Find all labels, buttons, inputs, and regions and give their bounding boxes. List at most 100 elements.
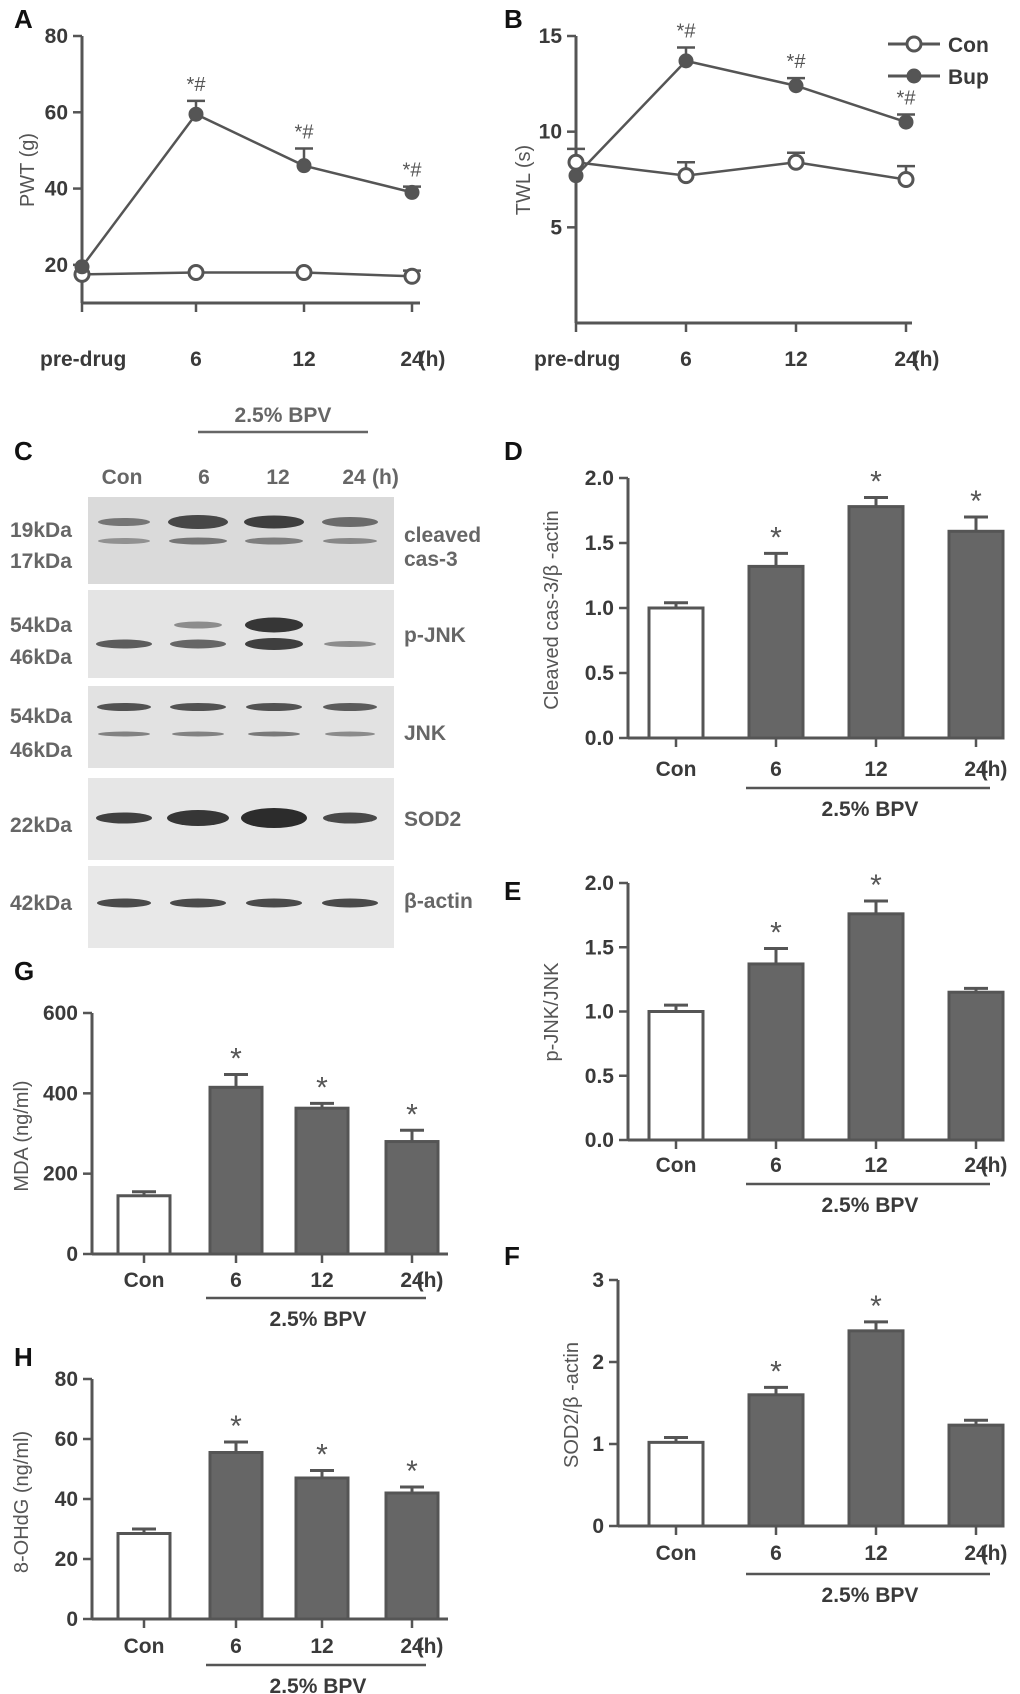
y-tick-label: 40 (55, 1488, 78, 1511)
bar (747, 1393, 805, 1528)
blot-mw-label: 22kDa (10, 814, 72, 837)
x-tick-label: 24 (894, 348, 918, 371)
data-point (677, 167, 695, 185)
data-point (898, 114, 914, 130)
significance-mark: *# (187, 74, 207, 96)
x-tick-label: 6 (770, 1542, 782, 1565)
western-blot: 2.5% BPV Con 6 12 24 (h) 19kDa 17kDa cle… (10, 404, 481, 948)
data-point (568, 168, 584, 184)
blot-band (174, 621, 222, 629)
y-axis-label: p-JNK/JNK (541, 962, 563, 1062)
significance-mark: *# (295, 122, 315, 144)
y-tick-label: 40 (45, 178, 68, 201)
bar (747, 564, 805, 740)
x-tick-label: 6 (680, 348, 692, 371)
chart-cleaved-cas3: 0.0 0.5 1.0 1.5 2.0 Cleaved cas-3/β -actin Con… (541, 466, 1007, 822)
chart-pjnk-jnk: 0.0 0.5 1.0 1.5 2.0 p-JNK/JNK Con 6 * 12 * 24(h) 2.5… (541, 869, 1007, 1217)
blot-band (167, 810, 229, 826)
significance-mark: *# (403, 160, 423, 182)
y-tick-label: 5 (550, 216, 562, 239)
bar (847, 1329, 905, 1528)
y-axis-label: MDA (ng/ml) (11, 1080, 33, 1191)
blot-band (244, 515, 304, 529)
significance-mark: *# (677, 20, 697, 42)
bar (384, 1140, 440, 1256)
blot-band (323, 703, 377, 711)
significance-mark: * (316, 1071, 328, 1104)
x-tick-label: 24 (400, 348, 424, 371)
blot-protein-label: SOD2 (404, 808, 461, 831)
x-tick-label: pre-drug (40, 348, 126, 371)
blot-band (246, 898, 302, 908)
x-tick-label: 6 (770, 758, 782, 781)
x-tick-label: 12 (784, 348, 807, 371)
blot-band (241, 808, 307, 828)
x-tick-label: 24 (400, 1635, 424, 1658)
blot-strip (88, 497, 394, 584)
bar (384, 1491, 440, 1621)
x-tick-label: 6 (770, 1154, 782, 1177)
bar (294, 1106, 350, 1256)
legend: Con Bup (888, 34, 989, 89)
chart-pwt: 20 40 60 80 PWT (g) pre-drug 6 12 24(h) *# *# *# (17, 25, 445, 371)
blot-strip (88, 686, 394, 768)
y-tick-label: 2.0 (585, 467, 614, 490)
data-point (787, 153, 805, 171)
blot-band (246, 703, 302, 711)
x-tick-label: 6 (230, 1269, 242, 1292)
x-unit-label: (h) (981, 1542, 1008, 1565)
blot-protein-label: cas-3 (404, 548, 458, 571)
y-tick-label: 0 (66, 1243, 78, 1266)
y-tick-label: 3 (592, 1269, 604, 1292)
x-tick-label: 12 (864, 1542, 887, 1565)
y-tick-label: 20 (55, 1548, 78, 1571)
legend-bup-label: Bup (948, 66, 989, 89)
y-tick-label: 20 (45, 254, 68, 277)
blot-band (170, 703, 226, 711)
group-label: 2.5% BPV (822, 1194, 919, 1217)
x-tick-label: 12 (864, 1154, 887, 1177)
blot-band (96, 812, 152, 824)
y-axis-label: SOD2/β -actin (561, 1342, 583, 1468)
y-tick-label: 200 (43, 1163, 78, 1186)
x-tick-label: 12 (864, 758, 887, 781)
data-point (788, 78, 804, 94)
blot-band (172, 731, 224, 737)
panel-label-c: C (14, 436, 33, 466)
x-tick-label: Con (124, 1635, 165, 1658)
blot-mw-label: 46kDa (10, 739, 72, 762)
group-label: 2.5% BPV (270, 1675, 367, 1694)
y-axis-label: TWL (s) (513, 145, 535, 215)
blot-protein-label: JNK (404, 722, 446, 745)
blot-band (169, 537, 227, 545)
significance-mark: * (870, 466, 882, 499)
blot-band (168, 515, 228, 529)
x-tick-label: pre-drug (534, 348, 620, 371)
blot-band (324, 641, 376, 647)
blot-lane-label: 12 (266, 466, 289, 489)
bar (947, 529, 1005, 740)
bar (208, 1085, 264, 1256)
blot-band (97, 898, 151, 908)
y-tick-label: 60 (45, 101, 68, 124)
y-tick-label: 0.5 (585, 662, 615, 685)
x-tick-label: Con (656, 1542, 697, 1565)
blot-band (170, 898, 226, 908)
significance-mark: * (406, 1455, 418, 1488)
x-tick-label: 24 (964, 1154, 988, 1177)
group-label: 2.5% BPV (270, 1308, 367, 1331)
y-tick-label: 2.0 (585, 872, 614, 895)
y-axis-label: 8-OHdG (ng/ml) (11, 1431, 33, 1573)
data-point (295, 263, 313, 281)
blot-mw-label: 46kDa (10, 646, 72, 669)
blot-band (245, 537, 303, 545)
blot-protein-label: cleaved (404, 524, 481, 547)
x-tick-label: Con (656, 758, 697, 781)
x-unit-label: (h) (417, 1635, 444, 1658)
y-tick-label: 0 (592, 1515, 604, 1538)
bar (647, 1010, 705, 1142)
x-tick-label: 6 (230, 1635, 242, 1658)
panel-label-h: H (14, 1342, 33, 1372)
bar (208, 1451, 264, 1621)
series-line (575, 59, 907, 177)
